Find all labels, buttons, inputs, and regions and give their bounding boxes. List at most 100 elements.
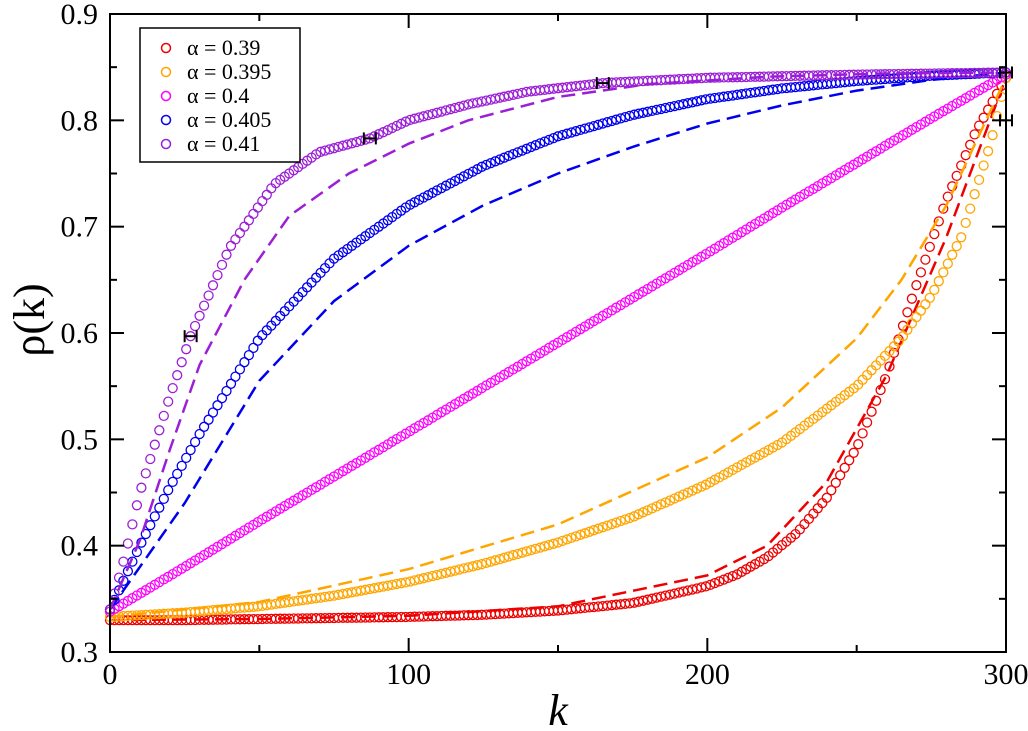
error-bar-2	[595, 77, 610, 90]
data-point	[915, 267, 927, 278]
fit-line-1	[109, 77, 1008, 619]
legend-item-2: α = 0.4	[160, 83, 249, 108]
data-point	[982, 146, 994, 157]
data-point	[929, 284, 940, 296]
legend-label: α = 0.395	[187, 59, 271, 84]
data-point	[637, 507, 649, 518]
series-2	[104, 69, 1012, 617]
data-point	[136, 537, 147, 548]
data-point	[714, 576, 725, 587]
data-point	[593, 523, 604, 534]
data-point	[476, 161, 487, 172]
x-tick-label: 0	[103, 658, 118, 691]
data-point	[588, 525, 599, 536]
data-point	[212, 400, 223, 411]
data-point	[723, 572, 734, 584]
legend-label: α = 0.41	[187, 131, 260, 156]
data-point	[700, 581, 711, 592]
data-point	[172, 370, 183, 381]
data-point	[835, 470, 846, 481]
data-point	[938, 203, 949, 214]
data-point	[176, 460, 187, 472]
legend-item-3: α = 0.405	[160, 107, 271, 132]
data-point	[933, 216, 944, 227]
data-point	[606, 518, 617, 530]
y-tick-label: 0.5	[61, 423, 99, 456]
data-point	[530, 543, 541, 555]
data-point	[212, 269, 223, 281]
data-point	[956, 232, 967, 243]
data-point	[140, 528, 151, 540]
data-point	[216, 259, 228, 271]
y-tick-label: 0.7	[61, 211, 99, 244]
data-point	[718, 574, 729, 585]
data-point	[870, 395, 882, 406]
data-point	[655, 499, 667, 510]
data-point	[481, 159, 492, 171]
data-point	[973, 174, 985, 186]
data-point	[140, 468, 151, 479]
data-point	[203, 414, 214, 425]
data-point	[861, 417, 873, 428]
data-point	[149, 439, 160, 450]
data-point	[158, 410, 169, 422]
error-bars	[183, 66, 1013, 343]
data-point	[194, 428, 205, 440]
data-point	[875, 384, 886, 396]
data-point	[924, 292, 935, 304]
data-point	[848, 447, 859, 458]
data-point	[360, 134, 371, 145]
data-point	[575, 529, 586, 540]
data-point	[207, 280, 219, 291]
data-point	[938, 267, 949, 278]
data-point	[230, 234, 241, 245]
data-point	[534, 138, 546, 149]
data-point	[552, 537, 564, 548]
data-point	[709, 577, 720, 589]
data-point	[978, 160, 989, 171]
data-point	[548, 132, 559, 144]
data-point	[821, 492, 832, 503]
data-point	[149, 511, 160, 522]
data-point	[987, 130, 998, 141]
data-point	[198, 421, 210, 432]
data-point	[176, 357, 187, 368]
data-point	[543, 134, 555, 146]
data-point	[234, 364, 246, 375]
data-point	[234, 227, 246, 239]
legend-marker	[160, 90, 172, 102]
data-point	[884, 361, 895, 372]
data-point	[947, 249, 958, 260]
data-point	[830, 477, 841, 488]
error-bar-0	[183, 330, 198, 343]
data-point	[158, 493, 169, 505]
legend-label: α = 0.4	[187, 83, 249, 108]
series-1	[104, 72, 1012, 623]
data-point	[517, 145, 528, 156]
data-point	[181, 344, 192, 355]
data-point	[597, 522, 608, 533]
data-point	[172, 468, 183, 480]
data-point	[929, 228, 940, 240]
data-point	[911, 311, 922, 323]
y-tick-label: 0.3	[61, 636, 99, 669]
data-point	[611, 114, 622, 125]
data-point	[499, 552, 510, 563]
legend-marker	[160, 42, 172, 54]
data-point	[225, 378, 237, 389]
data-point	[189, 436, 201, 448]
data-point	[570, 531, 582, 542]
data-point	[167, 476, 178, 488]
data-point	[951, 240, 962, 252]
data-point	[920, 299, 931, 310]
data-point	[593, 119, 604, 130]
fit-line-0	[109, 77, 1008, 622]
data-point	[512, 147, 523, 158]
data-point	[705, 579, 716, 591]
x-axis-title: k	[548, 686, 569, 731]
data-point	[624, 512, 635, 524]
data-point	[839, 462, 850, 473]
data-point	[494, 154, 505, 165]
legend-item-0: α = 0.39	[160, 35, 260, 60]
